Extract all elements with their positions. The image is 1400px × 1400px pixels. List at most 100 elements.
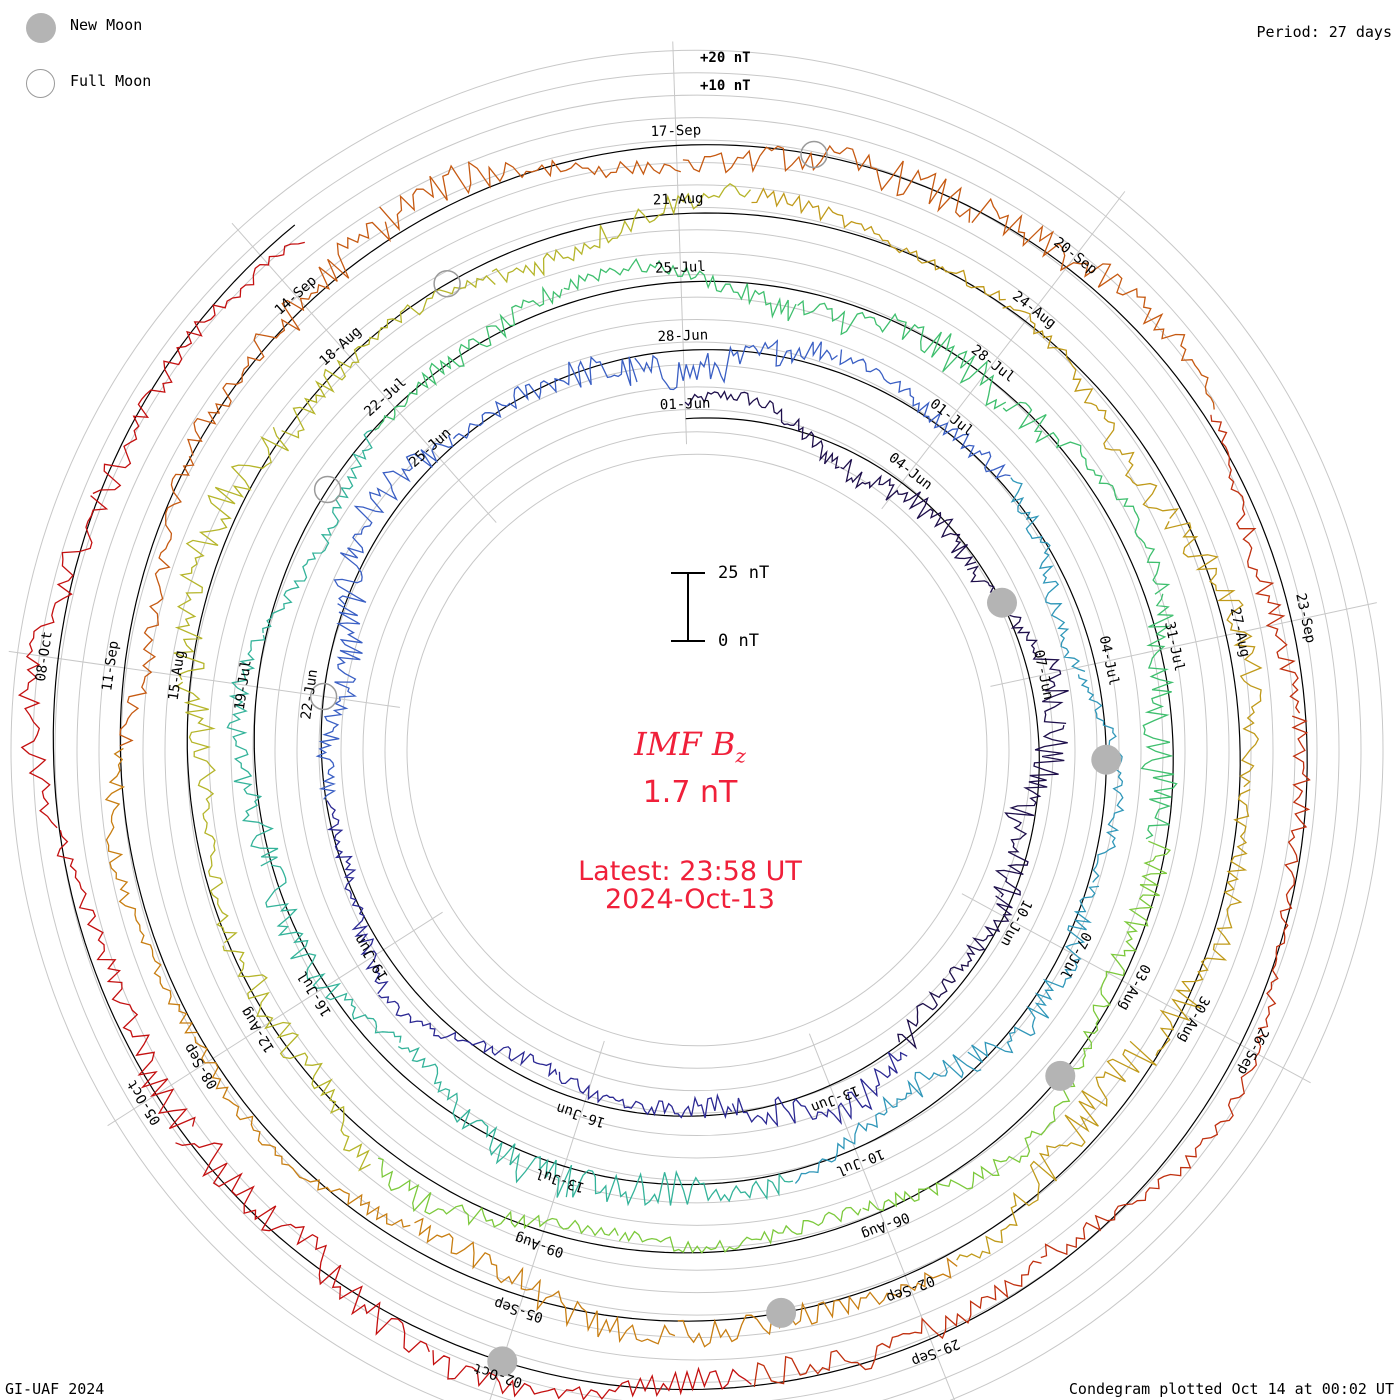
date-label: 19-Jul xyxy=(232,659,255,711)
latest-date: 2024-Oct-13 xyxy=(605,884,775,915)
bz-trace-segment xyxy=(56,830,196,1130)
scale-marks: +20 nT +10 nT xyxy=(700,50,751,94)
scale-mark-label: +20 nT xyxy=(700,50,751,66)
bz-trace-segment xyxy=(119,456,195,747)
bz-trace-segment xyxy=(222,945,371,1172)
bz-trace-segment xyxy=(1155,788,1251,1057)
grid-circle xyxy=(164,206,1230,1294)
bz-trace-segment xyxy=(175,681,238,944)
scale-bar xyxy=(671,572,705,642)
bz-trace-segment xyxy=(731,1051,908,1128)
bz-trace-segment xyxy=(173,426,290,681)
latest-time: Latest: 23:58 UT xyxy=(578,856,802,887)
bz-trace-segment xyxy=(618,1206,862,1254)
bz-trace-segment xyxy=(753,1260,1042,1388)
date-label: 27-Aug xyxy=(1227,606,1253,659)
bz-trace-segment xyxy=(1010,477,1086,673)
bz-trace-segment xyxy=(379,159,681,232)
date-label: 12-Aug xyxy=(238,1004,278,1055)
bz-trace-segment xyxy=(993,724,1068,898)
scale-bar-top-label: 25 nT xyxy=(718,563,770,583)
bz-trace-segment xyxy=(414,1217,676,1345)
bz-trace-segment xyxy=(563,258,797,322)
bz-trace-segment xyxy=(682,144,971,223)
grid-circle xyxy=(10,49,1384,1400)
date-label: 06-Aug xyxy=(859,1209,912,1243)
date-label: 31-Jul xyxy=(1161,620,1187,673)
date-label: 29-Sep xyxy=(909,1335,962,1369)
bz-trace-segment xyxy=(634,339,838,391)
grid-spoke xyxy=(990,602,1377,687)
date-label: 08-Oct xyxy=(33,630,56,682)
date-label: 25-Jul xyxy=(655,259,706,277)
bz-trace-segment xyxy=(1002,401,1171,595)
bz-trace-segment xyxy=(194,1036,411,1228)
grid-circle xyxy=(208,251,1186,1249)
bz-trace-segment xyxy=(677,1257,958,1348)
bz-trace-segment xyxy=(175,1142,430,1353)
date-label: 22-Jun xyxy=(298,668,321,720)
date-label: 01-Jun xyxy=(660,396,711,414)
grid-spoke xyxy=(808,1033,956,1400)
bz-trace-segment xyxy=(377,1157,619,1237)
date-label: 05-Sep xyxy=(492,1294,545,1325)
date-label: 04-Jul xyxy=(1096,634,1122,687)
bz-trace-segment xyxy=(378,994,558,1078)
bz-trace-segment xyxy=(432,1350,752,1400)
grid-circle xyxy=(340,386,1054,1114)
bz-trace-segment xyxy=(226,634,279,867)
parameter-subscript: z xyxy=(735,743,746,768)
bz-trace-segment xyxy=(315,603,363,800)
legend-new-moon-label: New Moon xyxy=(70,16,143,34)
bz-trace-segment xyxy=(840,458,977,567)
scale-bar-bottom-label: 0 nT xyxy=(718,631,759,651)
period-label: Period: 27 days xyxy=(1256,23,1392,41)
date-label: 20-Sep xyxy=(1050,234,1100,278)
scale-mark-label: +10 nT xyxy=(700,78,751,94)
new-moon-marker xyxy=(766,1297,797,1328)
bz-trace-segment xyxy=(397,1046,573,1198)
bz-trace-segment xyxy=(751,187,1006,301)
bz-trace-segment xyxy=(684,390,840,469)
bz-trace-segment xyxy=(1164,521,1263,788)
grid-circle xyxy=(32,72,1362,1400)
grid-spoke xyxy=(961,893,1311,1084)
bz-trace-segment xyxy=(956,1040,1157,1261)
grid-spoke xyxy=(8,650,400,708)
bz-trace-segment xyxy=(897,895,1013,1050)
date-label: 11-Sep xyxy=(99,640,122,692)
full-moon-marker xyxy=(433,269,461,298)
grid-spoke xyxy=(107,911,443,1127)
date-label: 08-Sep xyxy=(181,1040,221,1091)
parameter-title: IMF Bz xyxy=(450,725,930,767)
bz-trace-segment xyxy=(1002,305,1180,520)
grid-circle xyxy=(76,117,1318,1383)
full-moon-marker xyxy=(800,140,828,169)
bz-trace-segment xyxy=(797,299,1007,410)
bz-trace-segment xyxy=(374,285,563,431)
date-label: 02-Sep xyxy=(884,1272,937,1306)
grid-spoke xyxy=(881,191,1126,510)
moon-markers xyxy=(309,140,1122,1377)
grid-circle xyxy=(362,408,1032,1092)
date-label: 17-Sep xyxy=(650,122,701,140)
date-label: 21-Aug xyxy=(653,191,704,209)
bz-trace-segment xyxy=(104,747,198,1034)
date-label: 28-Jun xyxy=(657,327,708,345)
new-moon-marker xyxy=(487,1346,518,1377)
grid-spoke xyxy=(672,41,688,445)
full-moon-marker xyxy=(309,682,338,711)
date-label: 09-Aug xyxy=(513,1229,566,1260)
new-moon-marker xyxy=(1091,744,1122,775)
grid-circle xyxy=(384,431,1010,1069)
date-label: 16-Jun xyxy=(554,1099,607,1130)
bz-trace-segment xyxy=(971,197,1215,410)
date-label: 23-Sep xyxy=(1292,592,1318,645)
bz-trace-segment xyxy=(1257,715,1311,1030)
bz-trace-segment xyxy=(17,495,109,829)
data-traces xyxy=(17,144,1311,1400)
date-label: 26-Sep xyxy=(1234,1025,1272,1077)
new-moon-marker xyxy=(987,587,1017,618)
date-label: 15-Aug xyxy=(166,649,189,701)
